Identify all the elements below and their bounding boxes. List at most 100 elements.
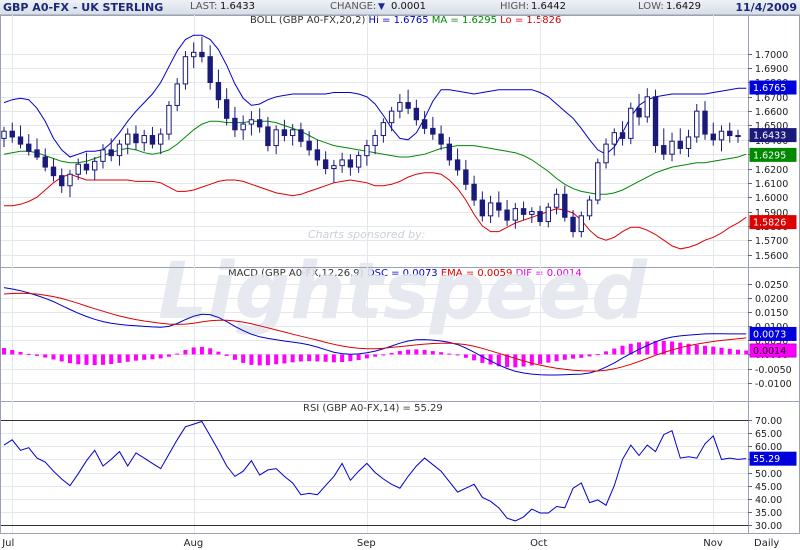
boll-title-row: BOLL (GBP A0-FX,20,2) Hi = 1.6765 MA = 1… bbox=[250, 15, 561, 26]
last-label: LAST: bbox=[190, 1, 218, 12]
candle bbox=[438, 125, 444, 150]
candle bbox=[331, 159, 337, 183]
candle bbox=[83, 152, 90, 175]
candle-body bbox=[702, 110, 708, 135]
candle-body bbox=[405, 102, 411, 109]
rsi-tag-text: 55.29 bbox=[753, 454, 780, 465]
candle bbox=[611, 128, 617, 156]
candle bbox=[595, 158, 601, 205]
candle bbox=[215, 69, 222, 109]
dif-bar bbox=[414, 349, 419, 355]
boll-tick-label: 1.6200 bbox=[755, 165, 788, 176]
candle-body bbox=[83, 163, 90, 171]
candle-body bbox=[355, 155, 362, 168]
candle bbox=[702, 101, 708, 140]
macd-tick-label: 0.0050 bbox=[755, 336, 788, 347]
candle-body bbox=[34, 149, 40, 158]
dif-bar bbox=[422, 349, 427, 355]
dif-bar bbox=[604, 351, 609, 355]
macd-tick-label: -0.0050 bbox=[755, 365, 792, 376]
candle bbox=[413, 99, 420, 126]
x-tick-label: Aug bbox=[184, 538, 204, 549]
candle-body bbox=[59, 175, 65, 187]
candle-body bbox=[273, 129, 279, 147]
watermark-sponsor: Charts sponsored by: bbox=[308, 228, 425, 241]
dif-bar bbox=[356, 354, 361, 361]
candle bbox=[463, 159, 469, 191]
candle-body bbox=[619, 132, 626, 139]
candle bbox=[141, 129, 147, 152]
rsi-tick-label: 70.00 bbox=[755, 416, 782, 427]
candle-body bbox=[496, 202, 502, 211]
last-value: 1.6433 bbox=[220, 1, 255, 12]
dif-bar bbox=[538, 354, 543, 365]
candle bbox=[578, 211, 585, 238]
candle bbox=[454, 148, 461, 176]
candle-body bbox=[413, 107, 420, 121]
candle bbox=[388, 106, 395, 132]
dif-bar bbox=[579, 354, 584, 358]
candle bbox=[619, 121, 626, 146]
dif-bar bbox=[670, 341, 675, 355]
dif-bar bbox=[117, 354, 122, 363]
dif-bar bbox=[142, 354, 147, 360]
dif-bar bbox=[653, 340, 658, 355]
candle bbox=[628, 102, 634, 145]
dif-bar bbox=[463, 354, 468, 358]
candle-body bbox=[322, 159, 329, 170]
candle-body bbox=[718, 130, 725, 141]
dif-bar bbox=[637, 342, 642, 355]
boll-ma-label: MA = 1.6295 bbox=[431, 15, 497, 26]
candle bbox=[157, 128, 164, 155]
dif-bar bbox=[727, 348, 732, 355]
candle-body bbox=[652, 96, 659, 147]
boll-tick-label: 1.6500 bbox=[755, 121, 788, 132]
candle bbox=[570, 210, 576, 238]
candle bbox=[116, 139, 123, 166]
dif-bar bbox=[711, 346, 716, 355]
candle bbox=[314, 139, 321, 166]
candle-body bbox=[372, 135, 378, 147]
candle bbox=[586, 195, 593, 221]
dif-bar bbox=[686, 343, 691, 355]
x-tick-label: Jul bbox=[1, 538, 14, 549]
candle-body bbox=[397, 102, 403, 112]
candle bbox=[174, 78, 180, 112]
low-label: LOW: bbox=[638, 1, 664, 12]
candle-body bbox=[388, 110, 395, 124]
candle bbox=[92, 157, 98, 180]
candle bbox=[479, 191, 486, 222]
macd-tick-label: 0.0200 bbox=[755, 294, 788, 305]
rsi-tick-label: 65.00 bbox=[755, 429, 782, 440]
candle-body bbox=[603, 143, 609, 164]
dif-bar bbox=[265, 354, 270, 366]
candle-body bbox=[644, 96, 650, 118]
boll-tick-label: 1.6900 bbox=[755, 64, 788, 75]
candle-body bbox=[50, 166, 57, 177]
quote-header: GBP A0-FX - UK STERLING LAST: 1.6433 CHA… bbox=[0, 0, 800, 15]
dif-bar bbox=[26, 353, 31, 355]
candle-body bbox=[463, 169, 469, 185]
candle-body bbox=[174, 83, 180, 106]
candle bbox=[1, 126, 7, 147]
candle bbox=[248, 111, 255, 136]
dif-bar bbox=[397, 351, 402, 355]
dif-bar bbox=[92, 354, 97, 366]
dif-bar bbox=[694, 344, 699, 355]
dif-bar bbox=[290, 354, 295, 363]
boll-hi-label: Hi = 1.6765 bbox=[368, 15, 429, 26]
candle bbox=[430, 116, 436, 140]
dif-bar bbox=[191, 347, 196, 355]
x-tick-label: Oct bbox=[530, 538, 547, 549]
candle-body bbox=[669, 140, 675, 155]
candle bbox=[471, 175, 477, 206]
candle-body bbox=[710, 133, 716, 141]
dif-bar bbox=[439, 352, 444, 355]
last-price-tag-text: 1.6433 bbox=[753, 131, 786, 142]
candle-body bbox=[265, 126, 271, 147]
dif-bar bbox=[480, 354, 485, 363]
candle-body bbox=[735, 135, 741, 138]
candle bbox=[281, 119, 288, 142]
candle bbox=[347, 154, 354, 176]
candle-body bbox=[166, 104, 172, 135]
